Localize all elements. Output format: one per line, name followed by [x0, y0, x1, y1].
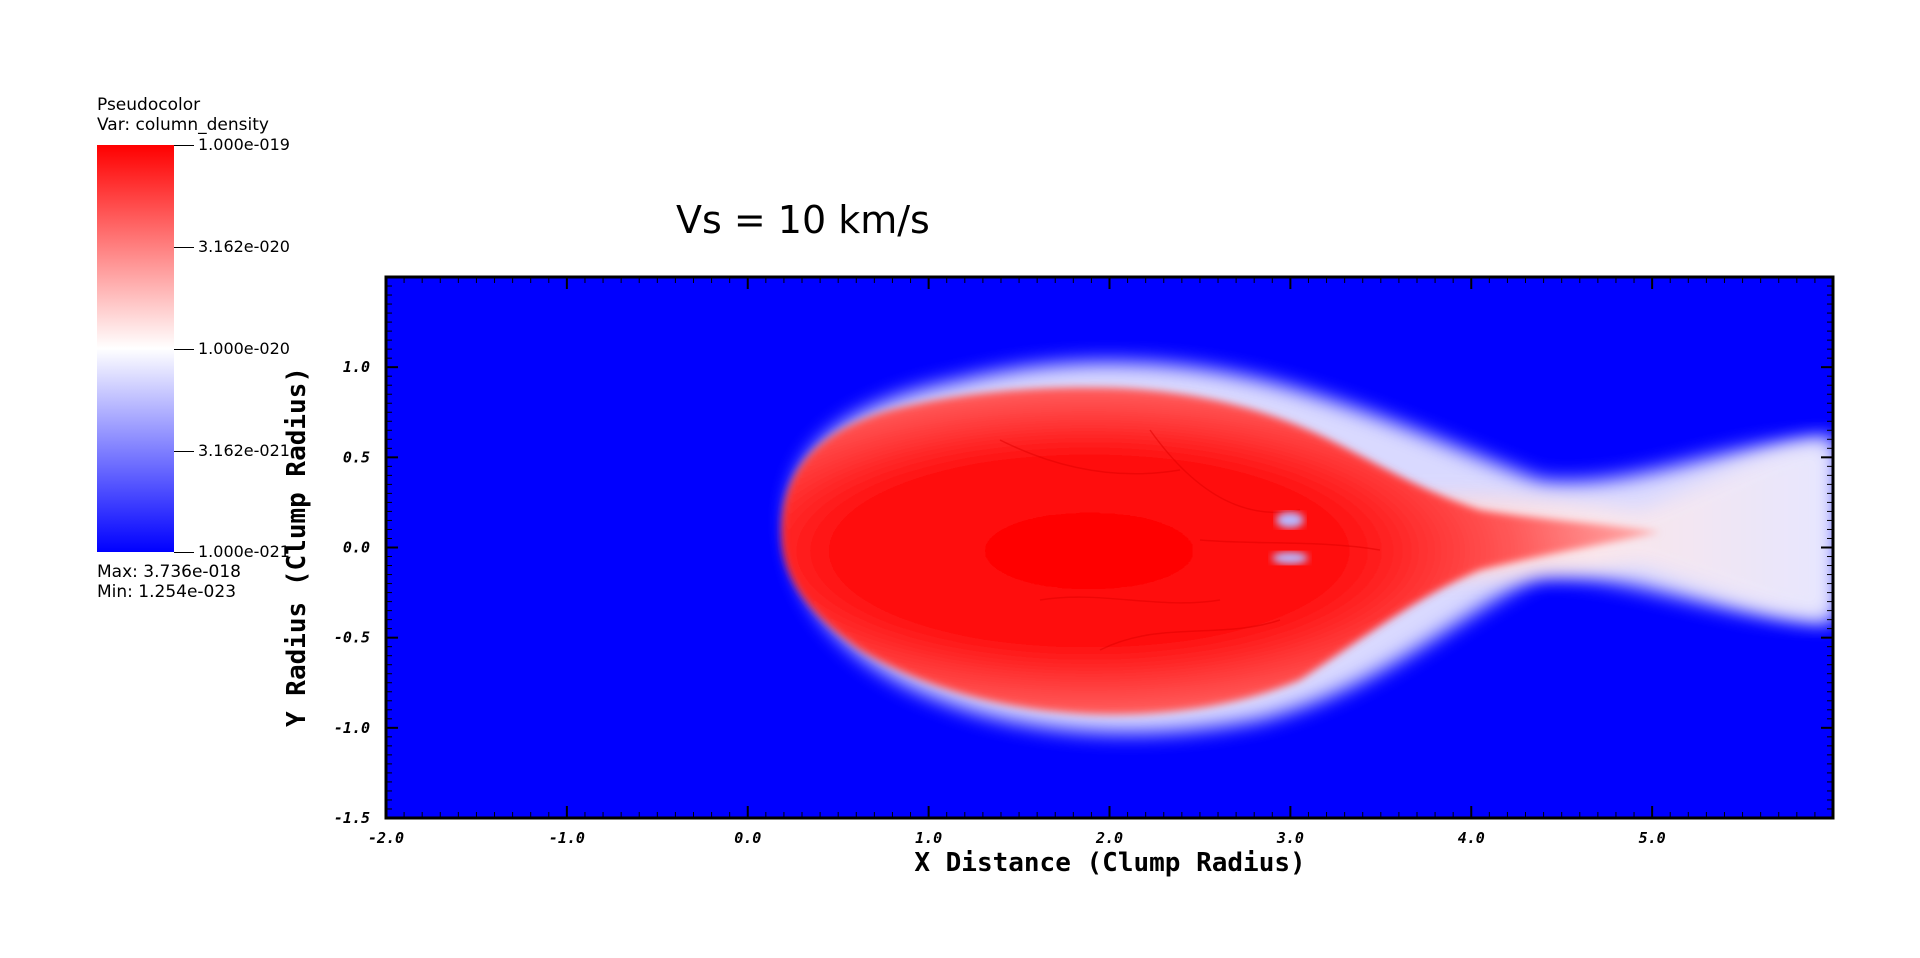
legend-var-label: Var: column_density	[97, 115, 269, 135]
colorbar	[97, 145, 174, 552]
x-tick-label: -1.0	[549, 829, 585, 847]
x-tick-label: 3.0	[1276, 829, 1304, 847]
colorbar-tick-label: 3.162e-020	[198, 237, 290, 256]
y-tick-label: -0.5	[334, 629, 370, 647]
colorbar-tick	[174, 552, 194, 553]
cloud-core	[781, 387, 1660, 715]
chart-title: Vs = 10 km/s	[676, 198, 930, 242]
x-axis-title: X Distance (Clump Radius)	[914, 848, 1305, 878]
x-tick-label: 0.0	[734, 829, 761, 847]
x-tick-label: 4.0	[1458, 829, 1485, 847]
legend-min: Min: 1.254e-023	[97, 582, 237, 602]
y-tick-label: 1.0	[343, 358, 370, 376]
x-tick-label: 2.0	[1095, 829, 1123, 847]
y-tick-labels: 1.0 0.5 0.0 -0.5 -1.0 -1.5	[334, 358, 370, 827]
y-tick-label: -1.5	[334, 809, 370, 827]
colorbar-tick	[174, 247, 194, 248]
filaments	[999, 429, 1381, 651]
colorbar-tick	[174, 349, 194, 350]
colorbar-tick-label: 1.000e-021	[198, 542, 290, 561]
colorbar-tick-label: 3.162e-021	[198, 441, 290, 460]
x-tick-label: 1.0	[915, 829, 942, 847]
legend-max: Max: 3.736e-018	[97, 562, 241, 582]
y-axis-title: Y Radius (Clump Radius)	[282, 367, 312, 727]
x-tick-label: -2.0	[368, 829, 404, 847]
colorbar-tick-label: 1.000e-020	[198, 339, 290, 358]
colorbar-tick	[174, 451, 194, 452]
legend-plot-type: Pseudocolor	[97, 95, 201, 115]
density-field	[781, 361, 1833, 734]
x-tick-labels: -2.0 -1.0 0.0 1.0 2.0 3.0 4.0 5.0	[368, 829, 1666, 847]
y-tick-label: -1.0	[334, 719, 370, 737]
y-tick-label: 0.5	[343, 448, 370, 466]
colorbar-tick-label: 1.000e-019	[198, 135, 290, 154]
major-ticks	[385, 277, 1833, 819]
y-tick-label: 0.0	[343, 539, 370, 557]
colorbar-tick	[174, 145, 194, 146]
x-tick-label: 5.0	[1639, 829, 1666, 847]
